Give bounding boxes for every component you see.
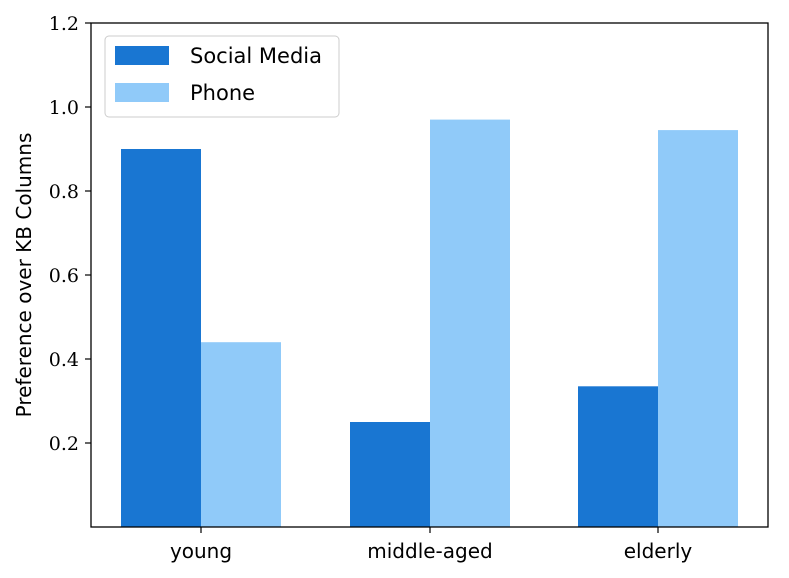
legend-label-phone: Phone <box>190 81 255 105</box>
y-tick-label: 1.2 <box>49 13 79 35</box>
x-tick-label-middle-aged: middle-aged <box>367 539 492 563</box>
y-tick-label: 0.4 <box>49 349 79 371</box>
y-tick-label: 1.0 <box>49 97 79 119</box>
legend-label-social-media: Social Media <box>190 44 322 68</box>
bar-phone-young <box>201 342 281 527</box>
bar-social-media-elderly <box>578 386 658 527</box>
bars-layer <box>121 119 738 527</box>
legend-swatch-social-media <box>115 46 169 65</box>
y-axis-label: Preference over KB Columns <box>12 133 36 418</box>
legend-swatch-phone <box>115 83 169 102</box>
x-tick-label-elderly: elderly <box>624 539 693 563</box>
y-tick-label: 0.8 <box>49 181 79 203</box>
bar-phone-middle-aged <box>430 119 510 527</box>
bar-social-media-middle-aged <box>350 422 430 527</box>
x-axis: young middle-aged elderly <box>170 527 692 563</box>
y-tick-label: 0.2 <box>49 433 79 455</box>
x-tick-label-young: young <box>170 539 232 563</box>
bar-phone-elderly <box>658 130 738 527</box>
legend: Social Media Phone <box>104 35 340 118</box>
y-tick-label: 0.6 <box>49 265 79 287</box>
y-axis: 0.2 0.4 0.6 0.8 1.0 1.2 <box>49 13 91 455</box>
bar-social-media-young <box>121 149 201 527</box>
